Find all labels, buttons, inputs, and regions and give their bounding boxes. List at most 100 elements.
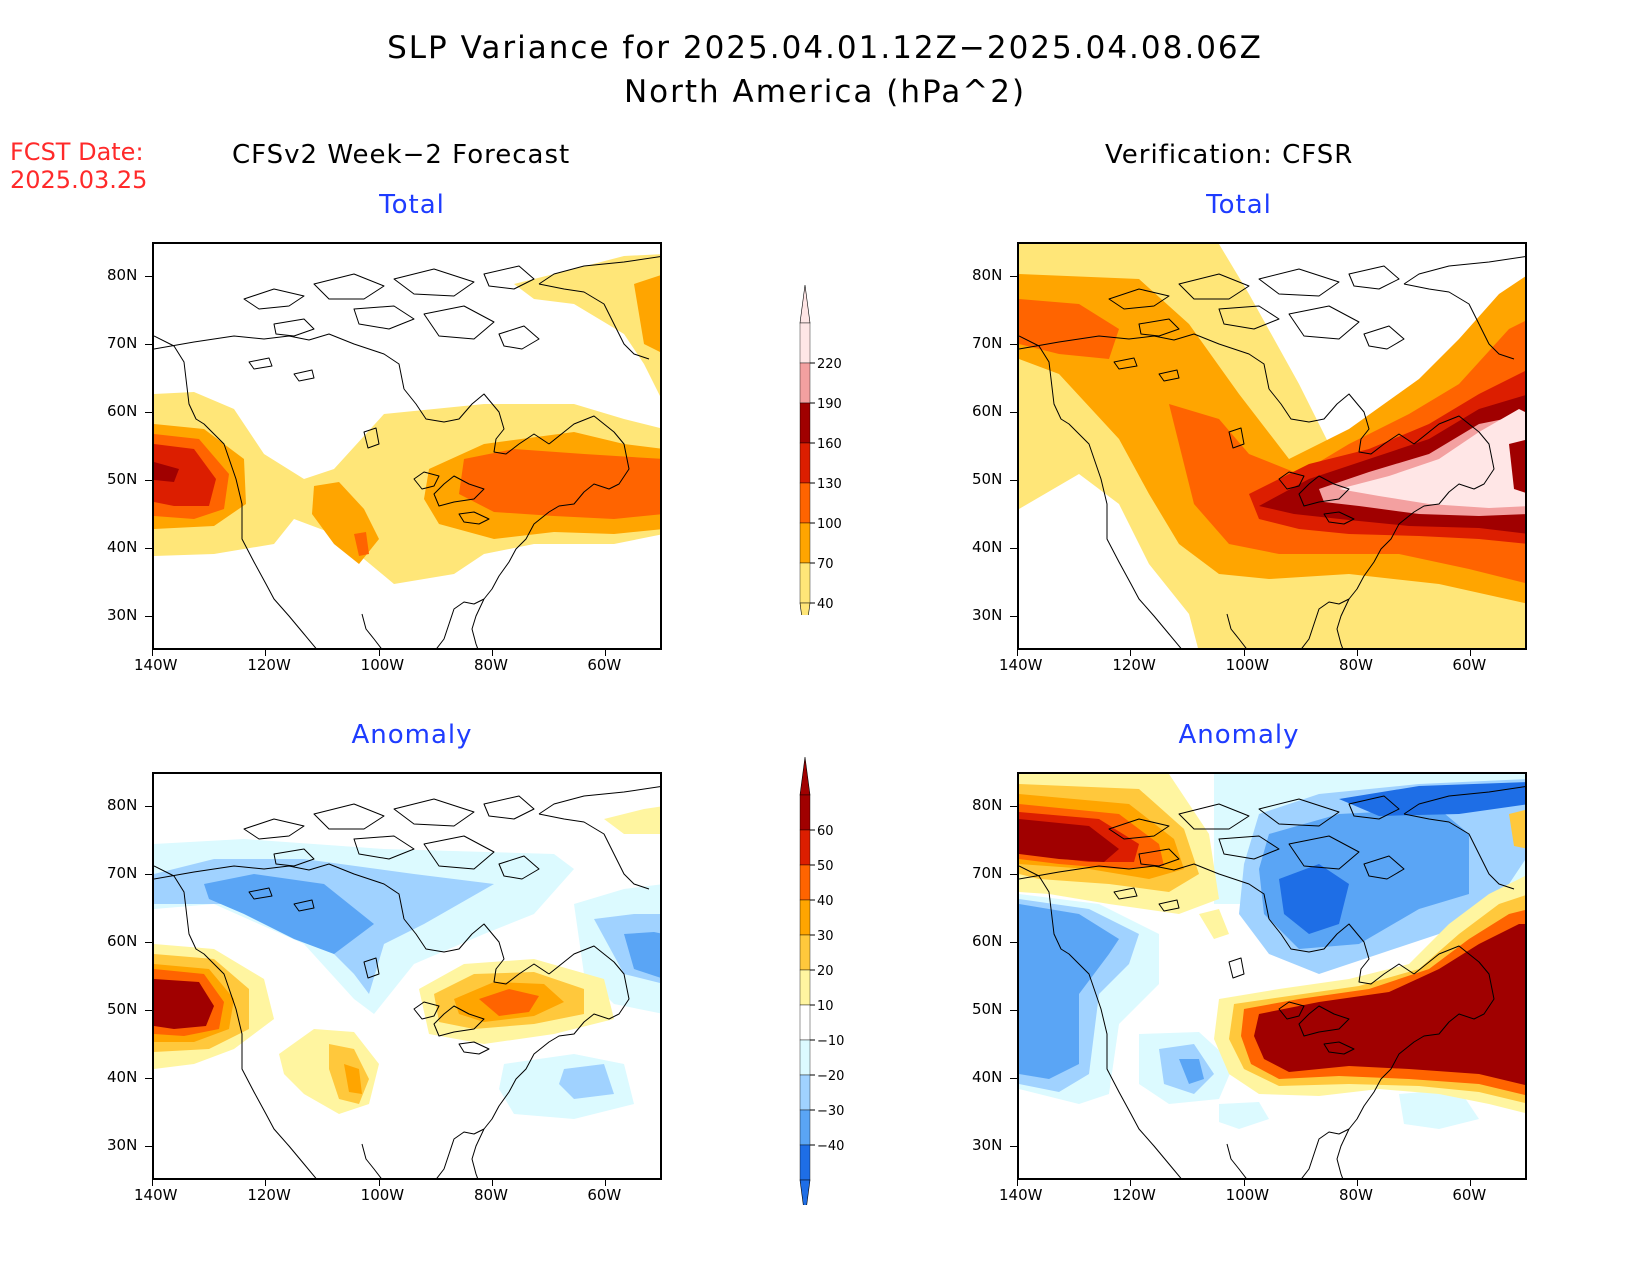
lat-tick-mark [1010,412,1017,413]
pos-10-gr [604,806,660,834]
lon-tick-label: 100W [360,656,405,674]
shade-70-gr [634,275,660,352]
colorbar-tick-label: 40 [817,597,834,612]
lat-tick-mark [1010,276,1017,277]
lon-tick-label: 80W [1339,656,1373,674]
lon-tick-mark [265,650,267,656]
coastline [154,786,660,1178]
lat-tick-label: 70N [972,334,1003,352]
lon-tick-label: 80W [474,656,508,674]
lon-tick-mark [492,1180,493,1186]
map-forecast-total [152,242,662,650]
lon-tick-label: 60W [587,656,622,674]
lat-tick-label: 40N [972,1068,1003,1086]
pos-20-gr [1509,810,1525,849]
shade-160 [154,462,179,482]
bottom-right-panel-title: Anomaly [1178,720,1300,750]
colorbar-top-arrow [799,756,811,796]
colorbar-segment [799,322,811,364]
lon-tick-mark [605,1180,607,1186]
lon-tick-mark [378,650,380,656]
colorbar-tick-label: −40 [817,1139,844,1154]
lon-tick-label: 80W [474,1186,508,1204]
colorbar-segment [799,969,811,1006]
lon-tick-mark [152,1180,153,1186]
lat-tick-label: 30N [107,1136,138,1154]
pos-40-c [479,989,539,1016]
lat-tick-label: 30N [972,1136,1003,1154]
colorbar-segment [799,442,811,484]
lat-tick-label: 80N [107,796,138,814]
colorbar-anomaly: 60 50 40 30 20 10 −10 −20 −30 −40 [795,755,875,1219]
lat-tick-mark [145,1010,152,1011]
neg-10-s [1219,1102,1269,1129]
colorbar-segment [799,1039,811,1076]
colorbar-tick-label: 40 [817,894,834,909]
shade-40-b [1019,244,1039,264]
colorbar-segment [799,402,811,444]
lon-tick-mark [378,1180,380,1186]
lat-tick-mark [1010,874,1017,875]
pos-60 [154,979,214,1029]
lat-tick-mark [145,276,152,277]
lat-tick-label: 60N [107,932,138,950]
pos-60 [1019,819,1119,862]
shade-100-c [354,532,369,556]
figure-title-line2: North America (hPa^2) [623,74,1027,110]
colorbar-segment [799,482,811,524]
lon-tick-mark [1357,650,1358,656]
lat-tick-mark [1010,1078,1017,1079]
fcst-date-label: FCST Date: [10,138,144,166]
lon-tick-mark [265,1180,267,1186]
lon-tick-label: 140W [999,656,1043,674]
neg-20-se [559,1064,614,1099]
colorbar-segment [799,934,811,971]
colorbar-bottom-arrow [799,1179,811,1219]
right-column-title: Verification: CFSR [1105,140,1354,170]
colorbar-segment [799,794,811,831]
lat-tick-label: 50N [972,470,1003,488]
lat-tick-label: 50N [107,470,138,488]
pos-10-small [1199,909,1229,939]
colorbar-tick-label: −10 [817,1034,844,1049]
colorbar-segment [799,562,811,604]
colorbar-segment [799,829,811,866]
lon-tick-mark [1017,1180,1018,1186]
lat-tick-label: 50N [107,1000,138,1018]
lat-tick-label: 30N [972,606,1003,624]
lat-tick-mark [1010,942,1017,943]
lon-tick-label: 100W [1225,1186,1270,1204]
shade-40-greenland [514,254,660,396]
lon-tick-label: 60W [1452,1186,1487,1204]
colorbar-tick-label: 160 [817,437,842,452]
colorbar-tick-label: 20 [817,964,834,979]
lon-tick-label: 140W [999,1186,1043,1204]
colorbar-tick-label: 190 [817,397,842,412]
lat-tick-label: 50N [972,1000,1003,1018]
lat-tick-label: 80N [972,266,1003,284]
lon-tick-label: 100W [1225,656,1270,674]
lat-tick-mark [1010,1010,1017,1011]
neg-40-b [1339,782,1525,816]
neg-30 [204,874,374,954]
lat-tick-label: 60N [107,402,138,420]
lat-tick-mark [145,412,152,413]
lon-tick-label: 80W [1339,1186,1373,1204]
lat-tick-label: 40N [972,538,1003,556]
colorbar-segment [799,864,811,901]
lon-tick-mark [1470,650,1472,656]
lat-tick-mark [145,874,152,875]
lon-tick-mark [1243,650,1245,656]
lon-tick-mark [605,650,607,656]
lat-tick-label: 30N [107,606,138,624]
lon-tick-label: 120W [247,1186,291,1204]
lat-tick-mark [145,1078,152,1079]
colorbar-tick-label: 60 [817,824,834,839]
lat-tick-mark [145,806,152,807]
top-left-panel-title: Total [379,190,445,220]
lon-tick-label: 100W [360,1186,405,1204]
lat-tick-mark [1010,480,1017,481]
lon-tick-label: 140W [134,656,178,674]
colorbar-segment [799,1144,811,1181]
colorbar-segment [799,1004,811,1041]
